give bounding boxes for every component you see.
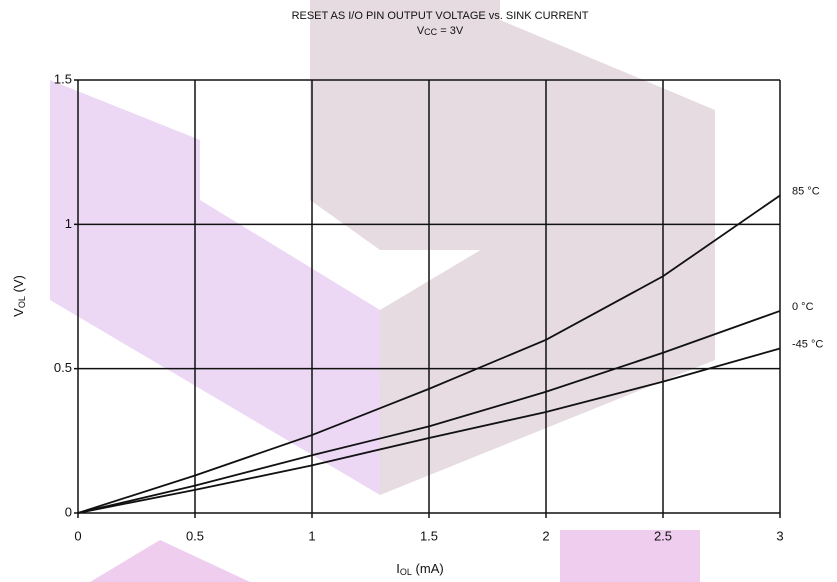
series-label: 85 °C bbox=[792, 185, 820, 197]
y-axis-label: VOL (V) bbox=[11, 275, 27, 317]
y-tick-label: 0 bbox=[65, 504, 72, 519]
subtitle-rest: = 3V bbox=[437, 25, 464, 37]
subtitle-sub: CC bbox=[424, 27, 437, 37]
series-line bbox=[77, 194, 781, 514]
x-label-sub: OL bbox=[400, 567, 412, 577]
x-tick-label: 0.5 bbox=[186, 528, 204, 543]
series-label: -45 °C bbox=[792, 338, 823, 350]
y-tick-label: 1 bbox=[65, 216, 72, 231]
y-label-rest: (V) bbox=[11, 275, 26, 296]
chart-subtitle: VCC = 3V bbox=[417, 25, 464, 37]
y-tick-label: 0.5 bbox=[54, 360, 72, 375]
x-tick-label: 3 bbox=[776, 528, 783, 543]
series-label: 0 °C bbox=[792, 301, 814, 313]
chart-title: RESET AS I/O PIN OUTPUT VOLTAGE vs. SINK… bbox=[292, 10, 589, 22]
x-tick-label: 0 bbox=[74, 528, 81, 543]
y-label-sub: OL bbox=[17, 296, 27, 308]
y-label-main: V bbox=[11, 308, 26, 317]
x-tick-label: 2.5 bbox=[654, 528, 672, 543]
x-tick-label: 1.5 bbox=[420, 528, 438, 543]
series-line bbox=[77, 310, 781, 514]
watermark bbox=[50, 0, 715, 582]
subtitle-main: V bbox=[417, 25, 425, 37]
x-tick-label: 2 bbox=[542, 528, 549, 543]
x-axis-label: IOL (mA) bbox=[396, 561, 443, 577]
x-tick-label: 1 bbox=[308, 528, 315, 543]
y-tick-label: 1.5 bbox=[54, 71, 72, 86]
series-line bbox=[77, 347, 781, 514]
x-label-rest: (mA) bbox=[412, 561, 444, 576]
x-label-main: I bbox=[396, 561, 400, 576]
